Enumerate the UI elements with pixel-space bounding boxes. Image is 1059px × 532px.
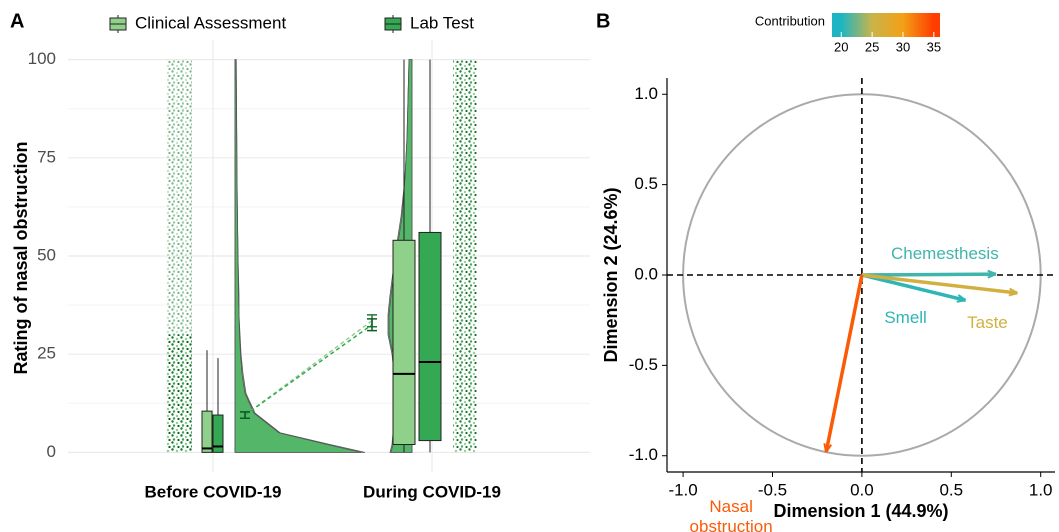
box [392, 239, 416, 446]
legend-label: Clinical Assessment [135, 13, 286, 32]
y-tick-label: 0.5 [634, 174, 658, 193]
arrow-head [1008, 287, 1018, 297]
arrow [861, 273, 1018, 295]
x-tick-label: During COVID-19 [363, 482, 501, 501]
box [418, 231, 442, 442]
mean-line [244, 320, 373, 416]
error-bar [367, 318, 377, 332]
y-tick-label: 100 [28, 49, 56, 68]
arrow [861, 273, 967, 303]
arrow-head [823, 443, 833, 453]
x-tick-label: 1.0 [1029, 480, 1053, 499]
x-axis-title: Dimension 1 (44.9%) [773, 501, 948, 521]
arrow-label: Chemesthesis [890, 244, 999, 264]
y-tick-label: 0 [47, 442, 56, 461]
arrow-head [956, 294, 967, 303]
x-tick-label: 0.5 [939, 480, 963, 499]
panel-label: A [10, 10, 24, 32]
y-tick-label: -1.0 [629, 445, 658, 464]
y-tick-label: 25 [37, 344, 56, 363]
colorbar-tick-label: 25 [865, 39, 879, 54]
jitter-points [453, 59, 477, 453]
mean-line [244, 324, 373, 416]
arrow-label: Taste [967, 313, 1008, 333]
panel-label: B [596, 10, 610, 32]
y-tick-label: 0.0 [634, 264, 658, 283]
x-tick-label: Before COVID-19 [145, 482, 282, 501]
x-tick-label: -0.5 [758, 480, 787, 499]
jitter-points [166, 334, 192, 453]
x-tick-label: 0.0 [850, 480, 874, 499]
y-tick-label: 75 [37, 147, 56, 166]
y-axis-title: Dimension 2 (24.6%) [601, 187, 621, 362]
arrow-label: Nasal obstruction [689, 497, 773, 532]
y-tick-label: 1.0 [634, 84, 658, 103]
arrow [861, 272, 997, 277]
box [201, 410, 213, 453]
colorbar-title: Contribution [755, 13, 825, 28]
colorbar-tick-label: 20 [834, 39, 848, 54]
colorbar-tick-label: 30 [896, 39, 910, 54]
arrow [824, 274, 864, 453]
arrow-head [987, 269, 997, 279]
arrow-label: Smell [884, 308, 927, 328]
legend-label: Lab Test [410, 13, 474, 32]
y-axis-title: Rating of nasal obstruction [11, 141, 31, 374]
error-bar [240, 411, 250, 419]
box [212, 414, 224, 453]
y-tick-label: 50 [37, 245, 56, 264]
y-tick-label: -0.5 [629, 355, 658, 374]
colorbar-tick-label: 35 [927, 39, 941, 54]
x-tick-label: -1.0 [668, 480, 697, 499]
colorbar [832, 13, 940, 37]
